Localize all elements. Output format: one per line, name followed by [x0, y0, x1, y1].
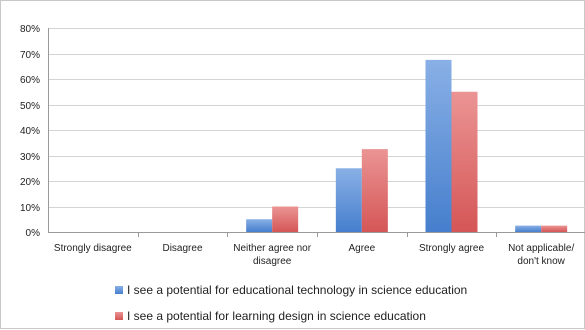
- bar-learning-design: [272, 206, 299, 232]
- bar-learning-design: [541, 225, 568, 232]
- bar-educational-technology: [515, 225, 542, 232]
- axes: 0% 10% 20% 30% 40% 50% 60% 70% 80% Strongly disag…: [20, 24, 574, 267]
- y-tick-label: 50%: [20, 101, 40, 112]
- x-category-label: Agree: [348, 243, 375, 254]
- y-tick-label: 60%: [20, 75, 40, 86]
- gridlines: [48, 28, 585, 233]
- legend: I see a potential for educational techno…: [115, 283, 467, 323]
- y-tick-label: 30%: [20, 152, 40, 163]
- x-category-label: Disagree: [162, 243, 202, 254]
- legend-label: I see a potential for educational techno…: [127, 283, 467, 297]
- legend-swatch: [115, 286, 123, 294]
- bars: [246, 59, 568, 232]
- bar-educational-technology: [335, 168, 362, 232]
- y-tick-label: 80%: [20, 24, 40, 35]
- legend-label: I see a potential for learning design in…: [127, 309, 426, 323]
- y-tick-label: 20%: [20, 177, 40, 188]
- y-tick-label: 40%: [20, 126, 40, 137]
- legend-swatch: [115, 312, 123, 320]
- y-tick-label: 10%: [20, 203, 40, 214]
- y-tick-label: 0%: [26, 228, 41, 239]
- bar-learning-design: [361, 149, 388, 232]
- y-tick-label: 70%: [20, 50, 40, 61]
- x-category-label: Neither agree nor disagree: [233, 243, 311, 267]
- x-category-label: Not applicable/don't know: [508, 243, 574, 267]
- x-category-label: Strongly disagree: [54, 243, 132, 254]
- x-category-label: Strongly agree: [419, 243, 484, 254]
- bar-educational-technology: [425, 59, 452, 232]
- bar-learning-design: [451, 91, 478, 232]
- bar-educational-technology: [246, 219, 273, 232]
